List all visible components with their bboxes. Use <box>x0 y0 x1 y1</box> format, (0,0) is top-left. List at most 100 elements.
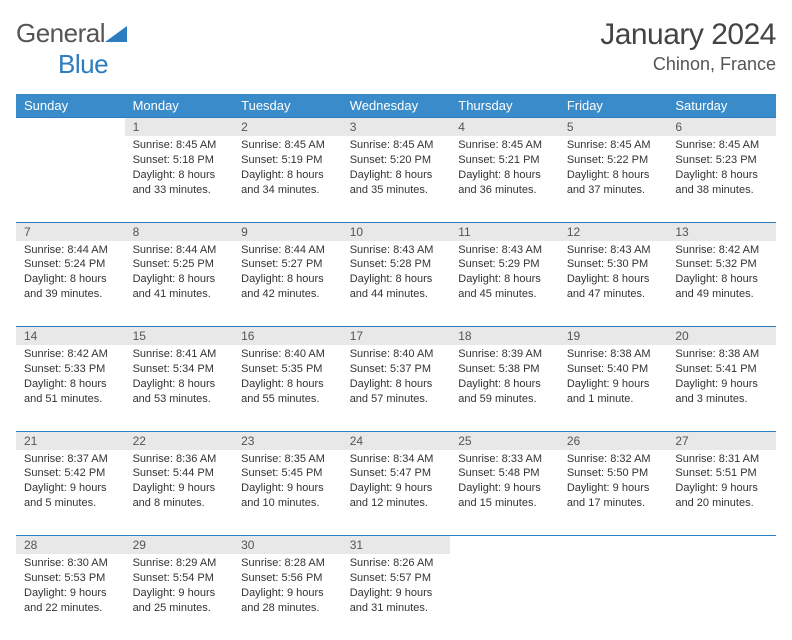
empty-daynum <box>450 536 559 555</box>
day-number: 16 <box>233 327 342 346</box>
sunrise-line: Sunrise: 8:38 AM <box>567 347 660 362</box>
day-info: Sunrise: 8:45 AMSunset: 5:22 PMDaylight:… <box>559 136 668 222</box>
sunset-line: Sunset: 5:35 PM <box>241 362 334 377</box>
sunrise-line: Sunrise: 8:43 AM <box>350 243 443 258</box>
sunrise-line: Sunrise: 8:43 AM <box>458 243 551 258</box>
sunset-line: Sunset: 5:18 PM <box>133 153 226 168</box>
sunset-line: Sunset: 5:30 PM <box>567 257 660 272</box>
calendar-table: SundayMondayTuesdayWednesdayThursdayFrid… <box>16 94 776 640</box>
sunrise-line: Sunrise: 8:42 AM <box>675 243 768 258</box>
daylight-line: Daylight: 8 hours and 53 minutes. <box>133 377 226 407</box>
info-row: Sunrise: 8:37 AMSunset: 5:42 PMDaylight:… <box>16 450 776 536</box>
sunset-line: Sunset: 5:38 PM <box>458 362 551 377</box>
sunrise-line: Sunrise: 8:29 AM <box>133 556 226 571</box>
sunset-line: Sunset: 5:42 PM <box>24 466 117 481</box>
daylight-line: Daylight: 8 hours and 41 minutes. <box>133 272 226 302</box>
day-info: Sunrise: 8:45 AMSunset: 5:20 PMDaylight:… <box>342 136 451 222</box>
logo-part2: Blue <box>58 49 108 79</box>
day-info: Sunrise: 8:29 AMSunset: 5:54 PMDaylight:… <box>125 554 234 640</box>
day-number: 19 <box>559 327 668 346</box>
day-info: Sunrise: 8:43 AMSunset: 5:28 PMDaylight:… <box>342 241 451 327</box>
day-info: Sunrise: 8:28 AMSunset: 5:56 PMDaylight:… <box>233 554 342 640</box>
daylight-line: Daylight: 8 hours and 59 minutes. <box>458 377 551 407</box>
sunrise-line: Sunrise: 8:41 AM <box>133 347 226 362</box>
day-header: Saturday <box>667 94 776 118</box>
sunrise-line: Sunrise: 8:43 AM <box>567 243 660 258</box>
daylight-line: Daylight: 8 hours and 37 minutes. <box>567 168 660 198</box>
sunrise-line: Sunrise: 8:45 AM <box>133 138 226 153</box>
daylight-line: Daylight: 8 hours and 33 minutes. <box>133 168 226 198</box>
sunset-line: Sunset: 5:54 PM <box>133 571 226 586</box>
sunset-line: Sunset: 5:56 PM <box>241 571 334 586</box>
daynum-row: 78910111213 <box>16 222 776 241</box>
empty-daynum <box>16 118 125 137</box>
day-info: Sunrise: 8:39 AMSunset: 5:38 PMDaylight:… <box>450 345 559 431</box>
sunset-line: Sunset: 5:40 PM <box>567 362 660 377</box>
sunrise-line: Sunrise: 8:37 AM <box>24 452 117 467</box>
sunrise-line: Sunrise: 8:45 AM <box>241 138 334 153</box>
daylight-line: Daylight: 8 hours and 49 minutes. <box>675 272 768 302</box>
day-number: 17 <box>342 327 451 346</box>
daylight-line: Daylight: 8 hours and 57 minutes. <box>350 377 443 407</box>
day-number: 12 <box>559 222 668 241</box>
day-info: Sunrise: 8:44 AMSunset: 5:25 PMDaylight:… <box>125 241 234 327</box>
day-number: 14 <box>16 327 125 346</box>
calendar-head: SundayMondayTuesdayWednesdayThursdayFrid… <box>16 94 776 118</box>
day-number: 20 <box>667 327 776 346</box>
day-number: 31 <box>342 536 451 555</box>
sunrise-line: Sunrise: 8:40 AM <box>241 347 334 362</box>
sunset-line: Sunset: 5:24 PM <box>24 257 117 272</box>
logo-triangle-icon <box>105 18 127 49</box>
sunset-line: Sunset: 5:21 PM <box>458 153 551 168</box>
day-info: Sunrise: 8:43 AMSunset: 5:30 PMDaylight:… <box>559 241 668 327</box>
sunrise-line: Sunrise: 8:45 AM <box>350 138 443 153</box>
sunset-line: Sunset: 5:22 PM <box>567 153 660 168</box>
info-row: Sunrise: 8:30 AMSunset: 5:53 PMDaylight:… <box>16 554 776 640</box>
sunset-line: Sunset: 5:19 PM <box>241 153 334 168</box>
day-header: Friday <box>559 94 668 118</box>
daylight-line: Daylight: 9 hours and 15 minutes. <box>458 481 551 511</box>
title-block: January 2024 Chinon, France <box>600 18 776 75</box>
sunrise-line: Sunrise: 8:44 AM <box>241 243 334 258</box>
day-number: 11 <box>450 222 559 241</box>
day-info: Sunrise: 8:44 AMSunset: 5:27 PMDaylight:… <box>233 241 342 327</box>
sunset-line: Sunset: 5:51 PM <box>675 466 768 481</box>
day-number: 10 <box>342 222 451 241</box>
daylight-line: Daylight: 9 hours and 22 minutes. <box>24 586 117 616</box>
daylight-line: Daylight: 8 hours and 42 minutes. <box>241 272 334 302</box>
daylight-line: Daylight: 8 hours and 55 minutes. <box>241 377 334 407</box>
empty-info <box>667 554 776 640</box>
daylight-line: Daylight: 9 hours and 28 minutes. <box>241 586 334 616</box>
day-info: Sunrise: 8:43 AMSunset: 5:29 PMDaylight:… <box>450 241 559 327</box>
daylight-line: Daylight: 9 hours and 5 minutes. <box>24 481 117 511</box>
empty-info <box>559 554 668 640</box>
day-info: Sunrise: 8:45 AMSunset: 5:23 PMDaylight:… <box>667 136 776 222</box>
daynum-row: 14151617181920 <box>16 327 776 346</box>
daylight-line: Daylight: 9 hours and 10 minutes. <box>241 481 334 511</box>
sunset-line: Sunset: 5:44 PM <box>133 466 226 481</box>
logo: General Blue <box>16 18 127 80</box>
logo-part1: General <box>16 18 105 48</box>
info-row: Sunrise: 8:45 AMSunset: 5:18 PMDaylight:… <box>16 136 776 222</box>
daylight-line: Daylight: 9 hours and 31 minutes. <box>350 586 443 616</box>
daylight-line: Daylight: 8 hours and 36 minutes. <box>458 168 551 198</box>
sunrise-line: Sunrise: 8:39 AM <box>458 347 551 362</box>
sunset-line: Sunset: 5:34 PM <box>133 362 226 377</box>
sunset-line: Sunset: 5:32 PM <box>675 257 768 272</box>
daynum-row: 123456 <box>16 118 776 137</box>
daylight-line: Daylight: 9 hours and 8 minutes. <box>133 481 226 511</box>
daylight-line: Daylight: 8 hours and 47 minutes. <box>567 272 660 302</box>
daynum-row: 21222324252627 <box>16 431 776 450</box>
sunrise-line: Sunrise: 8:44 AM <box>133 243 226 258</box>
day-info: Sunrise: 8:38 AMSunset: 5:40 PMDaylight:… <box>559 345 668 431</box>
day-number: 23 <box>233 431 342 450</box>
sunset-line: Sunset: 5:45 PM <box>241 466 334 481</box>
day-info: Sunrise: 8:45 AMSunset: 5:19 PMDaylight:… <box>233 136 342 222</box>
day-number: 22 <box>125 431 234 450</box>
header: General Blue January 2024 Chinon, France <box>16 18 776 80</box>
sunset-line: Sunset: 5:20 PM <box>350 153 443 168</box>
daynum-row: 28293031 <box>16 536 776 555</box>
daylight-line: Daylight: 8 hours and 38 minutes. <box>675 168 768 198</box>
day-number: 5 <box>559 118 668 137</box>
sunset-line: Sunset: 5:29 PM <box>458 257 551 272</box>
